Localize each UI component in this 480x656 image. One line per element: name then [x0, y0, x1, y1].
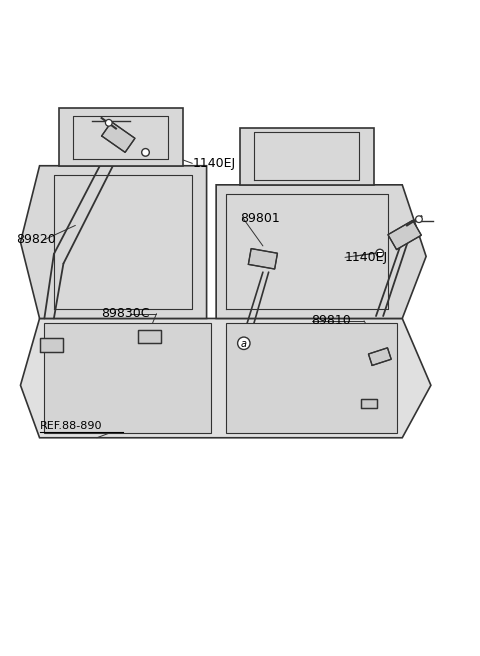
Polygon shape	[369, 348, 391, 365]
Polygon shape	[388, 220, 421, 249]
Text: 89801: 89801	[240, 212, 280, 225]
Circle shape	[238, 337, 250, 350]
Circle shape	[142, 148, 149, 156]
Circle shape	[416, 216, 422, 222]
Text: 89820: 89820	[16, 234, 56, 246]
Polygon shape	[226, 323, 397, 433]
Polygon shape	[44, 323, 211, 433]
Polygon shape	[138, 330, 161, 344]
Polygon shape	[216, 185, 426, 318]
Text: a: a	[241, 339, 247, 349]
Polygon shape	[102, 122, 135, 152]
Polygon shape	[59, 108, 183, 166]
Polygon shape	[21, 166, 206, 318]
Polygon shape	[21, 318, 431, 438]
Text: 89810: 89810	[312, 314, 351, 327]
Text: 1140EJ: 1140EJ	[192, 157, 235, 170]
Polygon shape	[240, 127, 373, 185]
Text: 1140EJ: 1140EJ	[345, 251, 388, 264]
Text: REF.88-890: REF.88-890	[39, 421, 102, 431]
Polygon shape	[40, 338, 63, 352]
Circle shape	[376, 249, 384, 257]
Circle shape	[106, 119, 112, 126]
Text: 89830C: 89830C	[102, 307, 150, 320]
Polygon shape	[248, 249, 277, 269]
Polygon shape	[361, 399, 377, 408]
